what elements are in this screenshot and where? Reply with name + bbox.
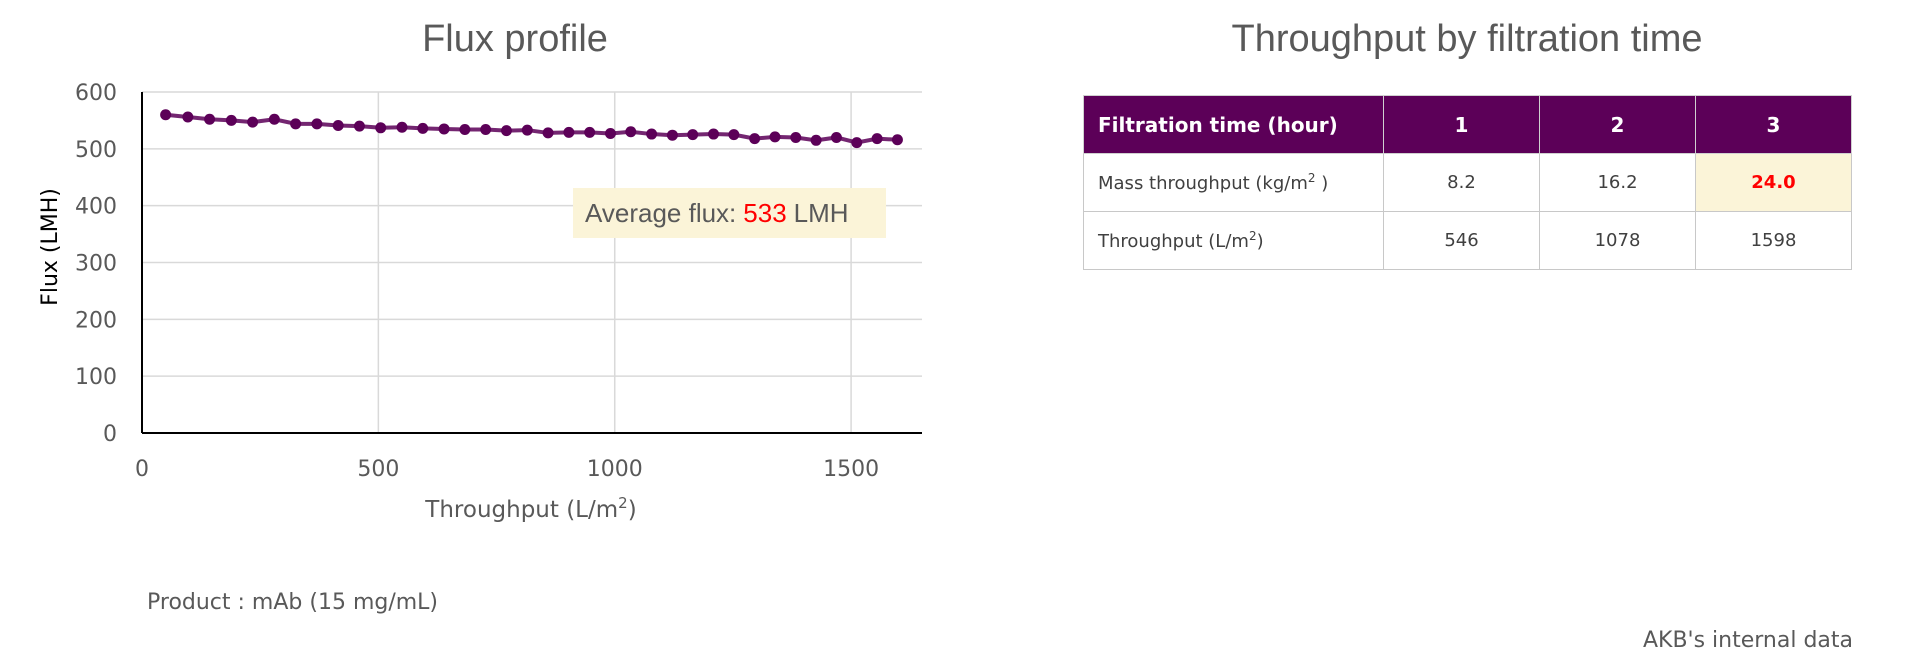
average-flux-annotation: Average flux: 533 LMH (573, 188, 886, 238)
data-point (542, 127, 554, 139)
data-point (332, 120, 344, 132)
data-point (891, 134, 903, 146)
table-cell-highlight: 24.0 (1695, 153, 1852, 212)
data-point (604, 127, 616, 139)
chart-series (160, 109, 903, 149)
data-point (708, 128, 720, 140)
y-tick-label: 300 (75, 252, 117, 277)
table-row-mass-throughput: Mass throughput (kg/m2 ) 8.2 16.2 24.0 (1083, 153, 1852, 212)
x-tick-label: 500 (357, 457, 399, 482)
data-point (769, 131, 781, 143)
data-point (563, 126, 575, 138)
average-flux-label: Average flux: (585, 197, 737, 228)
data-point (480, 124, 492, 136)
data-point (204, 113, 216, 125)
data-point (182, 111, 194, 123)
data-point (666, 129, 678, 141)
y-tick-label: 600 (75, 81, 117, 106)
y-tick-label: 500 (75, 138, 117, 163)
table-cell: 8.2 (1383, 153, 1540, 212)
table-cell: 1078 (1539, 211, 1696, 270)
data-point (375, 122, 387, 134)
y-tick-label: 200 (75, 308, 117, 333)
data-point (851, 137, 863, 149)
y-tick-label: 0 (103, 422, 117, 447)
table-cell: 1598 (1695, 211, 1852, 270)
data-point (225, 114, 237, 126)
y-tick-label: 400 (75, 195, 117, 220)
row-label-mass-throughput: Mass throughput (kg/m2 ) (1083, 153, 1384, 212)
data-point (311, 118, 323, 130)
data-point (247, 116, 259, 128)
product-note: Product : mAb (15 mg/mL) (147, 590, 439, 615)
x-tick-label: 1000 (587, 457, 643, 482)
average-flux-unit: LMH (793, 197, 849, 228)
table-title: Throughput by filtration time (1231, 18, 1703, 60)
header-col-3: 3 (1695, 95, 1852, 154)
table-cell: 546 (1383, 211, 1540, 270)
x-tick-label: 0 (135, 457, 149, 482)
data-point (687, 129, 699, 141)
data-point (438, 123, 450, 135)
data-point (790, 131, 802, 143)
header-filtration-time: Filtration time (hour) (1083, 95, 1384, 154)
source-note: AKB's internal data (1642, 628, 1853, 653)
y-tick-label: 100 (75, 365, 117, 390)
chart-title: Flux profile (422, 18, 608, 60)
header-col-2: 2 (1539, 95, 1696, 154)
data-point (290, 118, 302, 130)
y-axis-label: Flux (LMH) (38, 188, 63, 306)
header-col-1: 1 (1383, 95, 1540, 154)
data-point (396, 121, 408, 133)
data-point (830, 131, 842, 143)
data-point (646, 128, 658, 140)
data-point (625, 126, 637, 138)
chart-axes (141, 92, 922, 434)
throughput-table: Filtration time (hour) 1 2 3 Mass throug… (1083, 95, 1852, 270)
table-row-throughput: Throughput (L/m2) 546 1078 1598 (1083, 211, 1852, 270)
data-point (500, 125, 512, 137)
chart-grid (142, 91, 922, 433)
data-point (810, 134, 822, 146)
data-point (521, 124, 533, 136)
chart-tick-labels: 0 100 200 300 400 500 600 0 500 1000 1500 (75, 81, 879, 482)
data-point (749, 133, 761, 145)
data-point (353, 120, 365, 132)
data-point (160, 109, 172, 121)
average-flux-value: 533 (743, 197, 787, 228)
data-point (459, 124, 471, 136)
data-point (728, 129, 740, 141)
data-point (584, 126, 596, 138)
flux-chart: 0 100 200 300 400 500 600 0 500 1000 1500 Throughp… (38, 81, 922, 523)
table-cell: 16.2 (1539, 153, 1696, 212)
data-point (871, 133, 883, 145)
row-label-throughput: Throughput (L/m2) (1083, 211, 1384, 270)
data-point (268, 113, 280, 125)
x-tick-label: 1500 (823, 457, 879, 482)
x-axis-label: Throughput (L/m2) (424, 494, 636, 523)
table-header-row: Filtration time (hour) 1 2 3 (1083, 95, 1852, 154)
data-point (417, 122, 429, 134)
